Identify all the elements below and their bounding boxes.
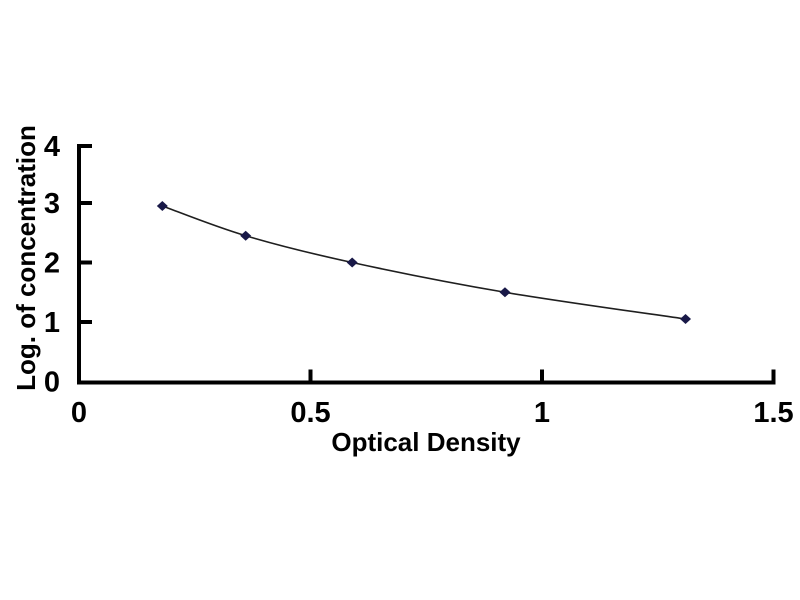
- data-point-marker: [346, 257, 358, 268]
- x-tick-label: 1: [534, 397, 550, 429]
- y-tick-label: 4: [44, 131, 60, 163]
- y-tick-label: 1: [44, 307, 60, 339]
- y-tick-label: 0: [44, 367, 60, 399]
- data-point-marker: [156, 200, 168, 211]
- y-axis-title: Log. of concentration: [11, 125, 41, 391]
- data-point-marker: [680, 314, 692, 325]
- x-tick-label: 0.5: [290, 397, 330, 429]
- y-tick-label: 2: [44, 248, 60, 280]
- axis-line: [77, 144, 776, 385]
- x-axis-title: Optical Density: [331, 427, 521, 457]
- x-tick-label: 1.5: [753, 397, 793, 429]
- data-point-marker: [240, 230, 252, 241]
- x-tick-label: 0: [71, 397, 87, 429]
- data-point-marker: [499, 287, 511, 298]
- curve-line: [162, 205, 686, 320]
- y-tick-label: 3: [44, 188, 60, 220]
